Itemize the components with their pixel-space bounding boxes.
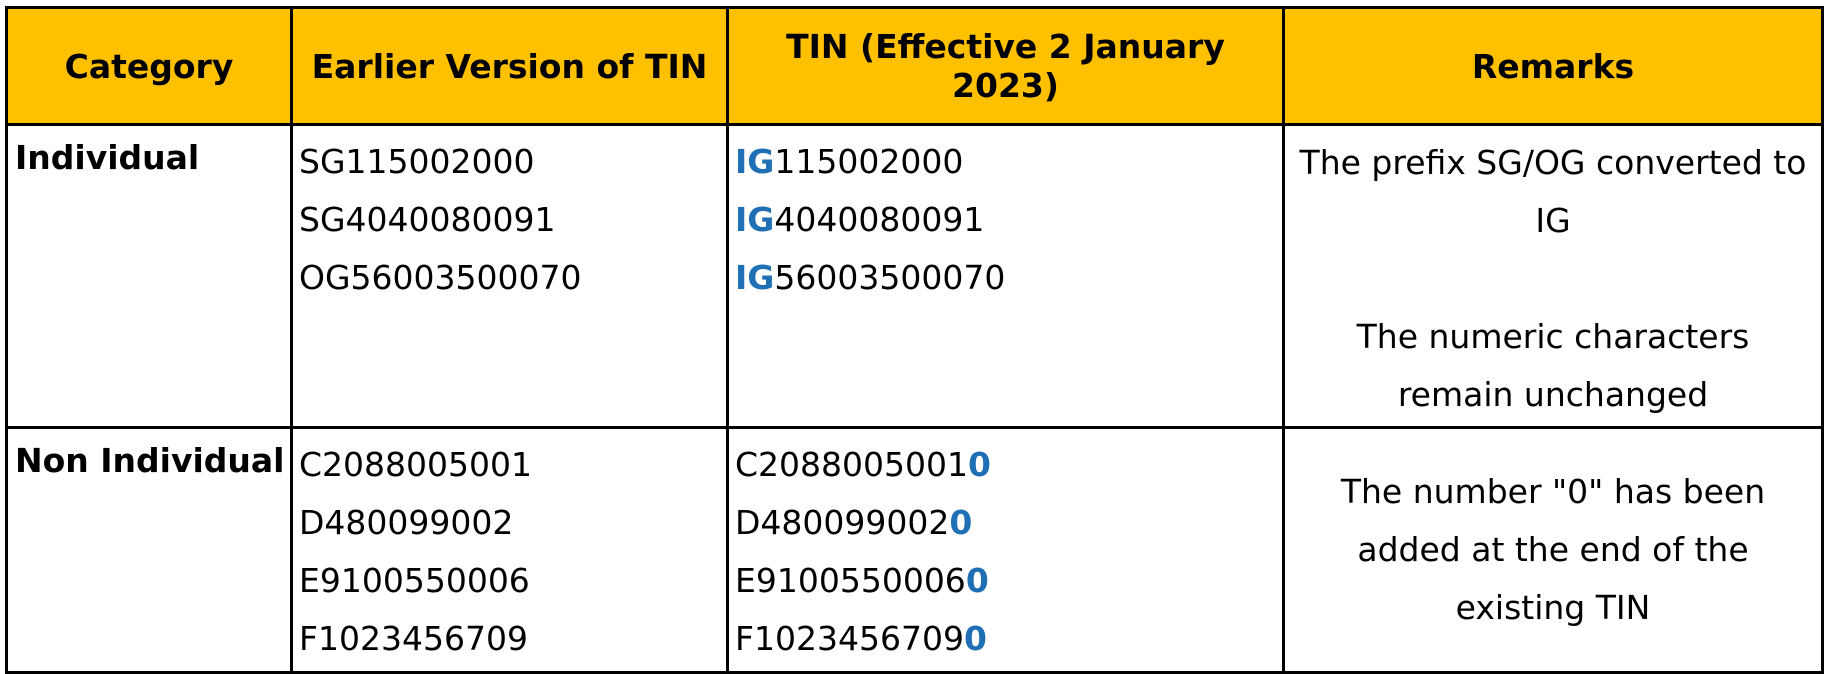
tin-comparison-table: Category Earlier Version of TIN TIN (Eff… (5, 6, 1824, 674)
new-tin-body: D480099002 (735, 503, 950, 542)
new-tin: IG56003500070 (735, 252, 1282, 310)
new-tin-prefix: IG (735, 142, 775, 181)
header-row: Category Earlier Version of TIN TIN (Eff… (5, 6, 1824, 126)
new-tin-body: E9100550006 (735, 561, 966, 600)
earlier-tin-cell: SG115002000 SG4040080091 OG56003500070 (290, 123, 729, 429)
table-row-non-individual: Non Individual C2088005001 D480099002 E9… (5, 426, 1824, 674)
new-tin: E91005500060 (735, 555, 1282, 613)
remarks-text: The number "0" has been (1340, 472, 1766, 511)
new-tin-cell: IG115002000 IG4040080091 IG56003500070 (726, 123, 1285, 429)
new-tin: F10234567090 (735, 613, 1282, 671)
new-tin-body: C2088005001 (735, 445, 968, 484)
earlier-tin-cell: C2088005001 D480099002 E9100550006 F1023… (290, 426, 729, 674)
earlier-tin: SG4040080091 (299, 200, 556, 239)
new-tin-suffix: 0 (965, 561, 989, 600)
new-tin-cell: C20880050010 D4800990020 E91005500060 F1… (726, 426, 1285, 674)
remarks-text: added at the end of the (1357, 530, 1749, 569)
remarks-cell: The prefix SG/OG converted to IG The num… (1282, 123, 1824, 429)
remarks-text: The prefix SG/OG converted to (1299, 143, 1807, 182)
remarks-text: remain unchanged (1397, 375, 1709, 414)
new-tin-body: 115002000 (774, 142, 964, 181)
remarks-text: The numeric characters (1356, 317, 1750, 356)
earlier-tin: D480099002 (299, 503, 514, 542)
new-tin-suffix: 0 (968, 445, 991, 484)
category-cell: Non Individual (5, 426, 293, 674)
new-tin-prefix: IG (735, 200, 775, 239)
remarks-text: IG (1535, 201, 1571, 240)
header-new-tin: TIN (Effective 2 January 2023) (726, 6, 1285, 126)
new-tin-body: 4040080091 (774, 200, 985, 239)
table-row-individual: Individual SG115002000 SG4040080091 OG56… (5, 123, 1824, 429)
earlier-tin: C2088005001 (299, 445, 532, 484)
new-tin-body: F1023456709 (735, 619, 964, 658)
earlier-tin: OG56003500070 (299, 258, 582, 297)
new-tin: D4800990020 (735, 497, 1282, 555)
remarks-cell: The number "0" has been added at the end… (1282, 426, 1824, 674)
new-tin-suffix: 0 (963, 619, 987, 658)
new-tin-suffix: 0 (949, 503, 973, 542)
new-tin: C20880050010 (735, 439, 1282, 497)
remarks-text: existing TIN (1455, 588, 1651, 627)
new-tin-body: 56003500070 (774, 258, 1006, 297)
header-earlier-version: Earlier Version of TIN (290, 6, 729, 126)
new-tin: IG115002000 (735, 136, 1282, 194)
remarks-spacer (1285, 250, 1821, 308)
category-cell: Individual (5, 123, 293, 429)
new-tin-prefix: IG (735, 258, 775, 297)
earlier-tin: SG115002000 (299, 142, 535, 181)
header-remarks: Remarks (1282, 6, 1824, 126)
header-category: Category (5, 6, 293, 126)
new-tin: IG4040080091 (735, 194, 1282, 252)
earlier-tin: E9100550006 (299, 561, 530, 600)
earlier-tin: F1023456709 (299, 619, 528, 658)
